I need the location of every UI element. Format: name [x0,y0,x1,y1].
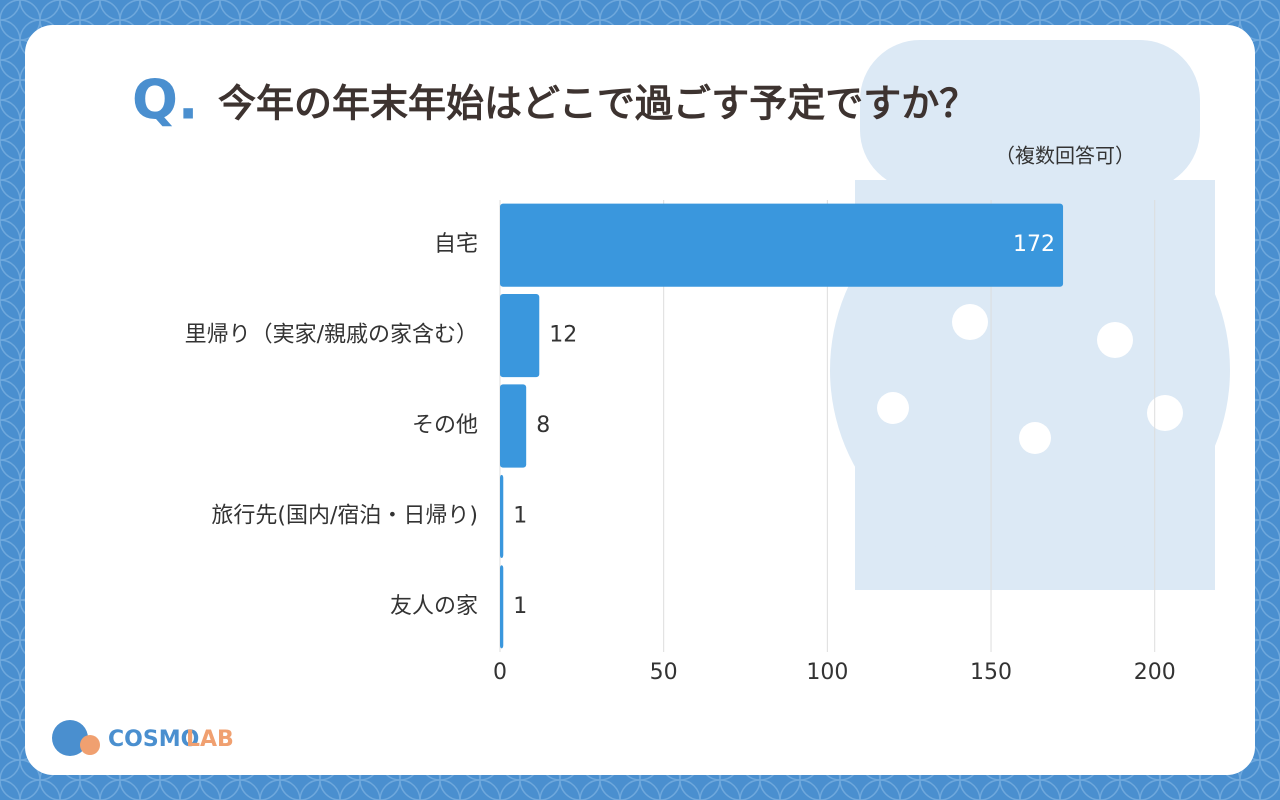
brand-name: COSMO [108,727,199,752]
y-tick-label: 友人の家 [390,594,478,619]
data-label: 1 [513,503,527,528]
x-tick-label: 200 [1134,660,1176,685]
bar [500,294,540,378]
bar [500,203,1064,287]
y-tick-label: 自宅 [434,232,478,257]
subtitle: （複数回答可） [995,144,1135,168]
x-tick-label: 150 [970,660,1012,685]
y-tick-label: 里帰り（実家/親戚の家含む） [185,323,478,348]
y-tick-label: その他 [412,413,478,438]
x-tick-label: 50 [650,660,678,685]
x-tick-label: 0 [493,660,507,685]
data-label: 1 [513,594,527,619]
bar [500,384,527,468]
data-label: 12 [549,323,577,348]
chart-title: 今年の年末年始はどこで過ごす予定ですか？ [218,82,977,126]
brand-suffix: LAB [186,727,234,752]
bar [500,565,504,649]
logo-icon [52,720,88,756]
bar [500,474,504,558]
data-label: 172 [1013,232,1055,257]
x-tick-label: 100 [806,660,848,685]
logo-icon [80,735,100,755]
y-tick-label: 旅行先(国内/宿泊・日帰り) [211,503,478,528]
title-prefix: Q. [132,69,198,132]
decoration-dots [877,304,1183,454]
data-label: 8 [536,413,550,438]
